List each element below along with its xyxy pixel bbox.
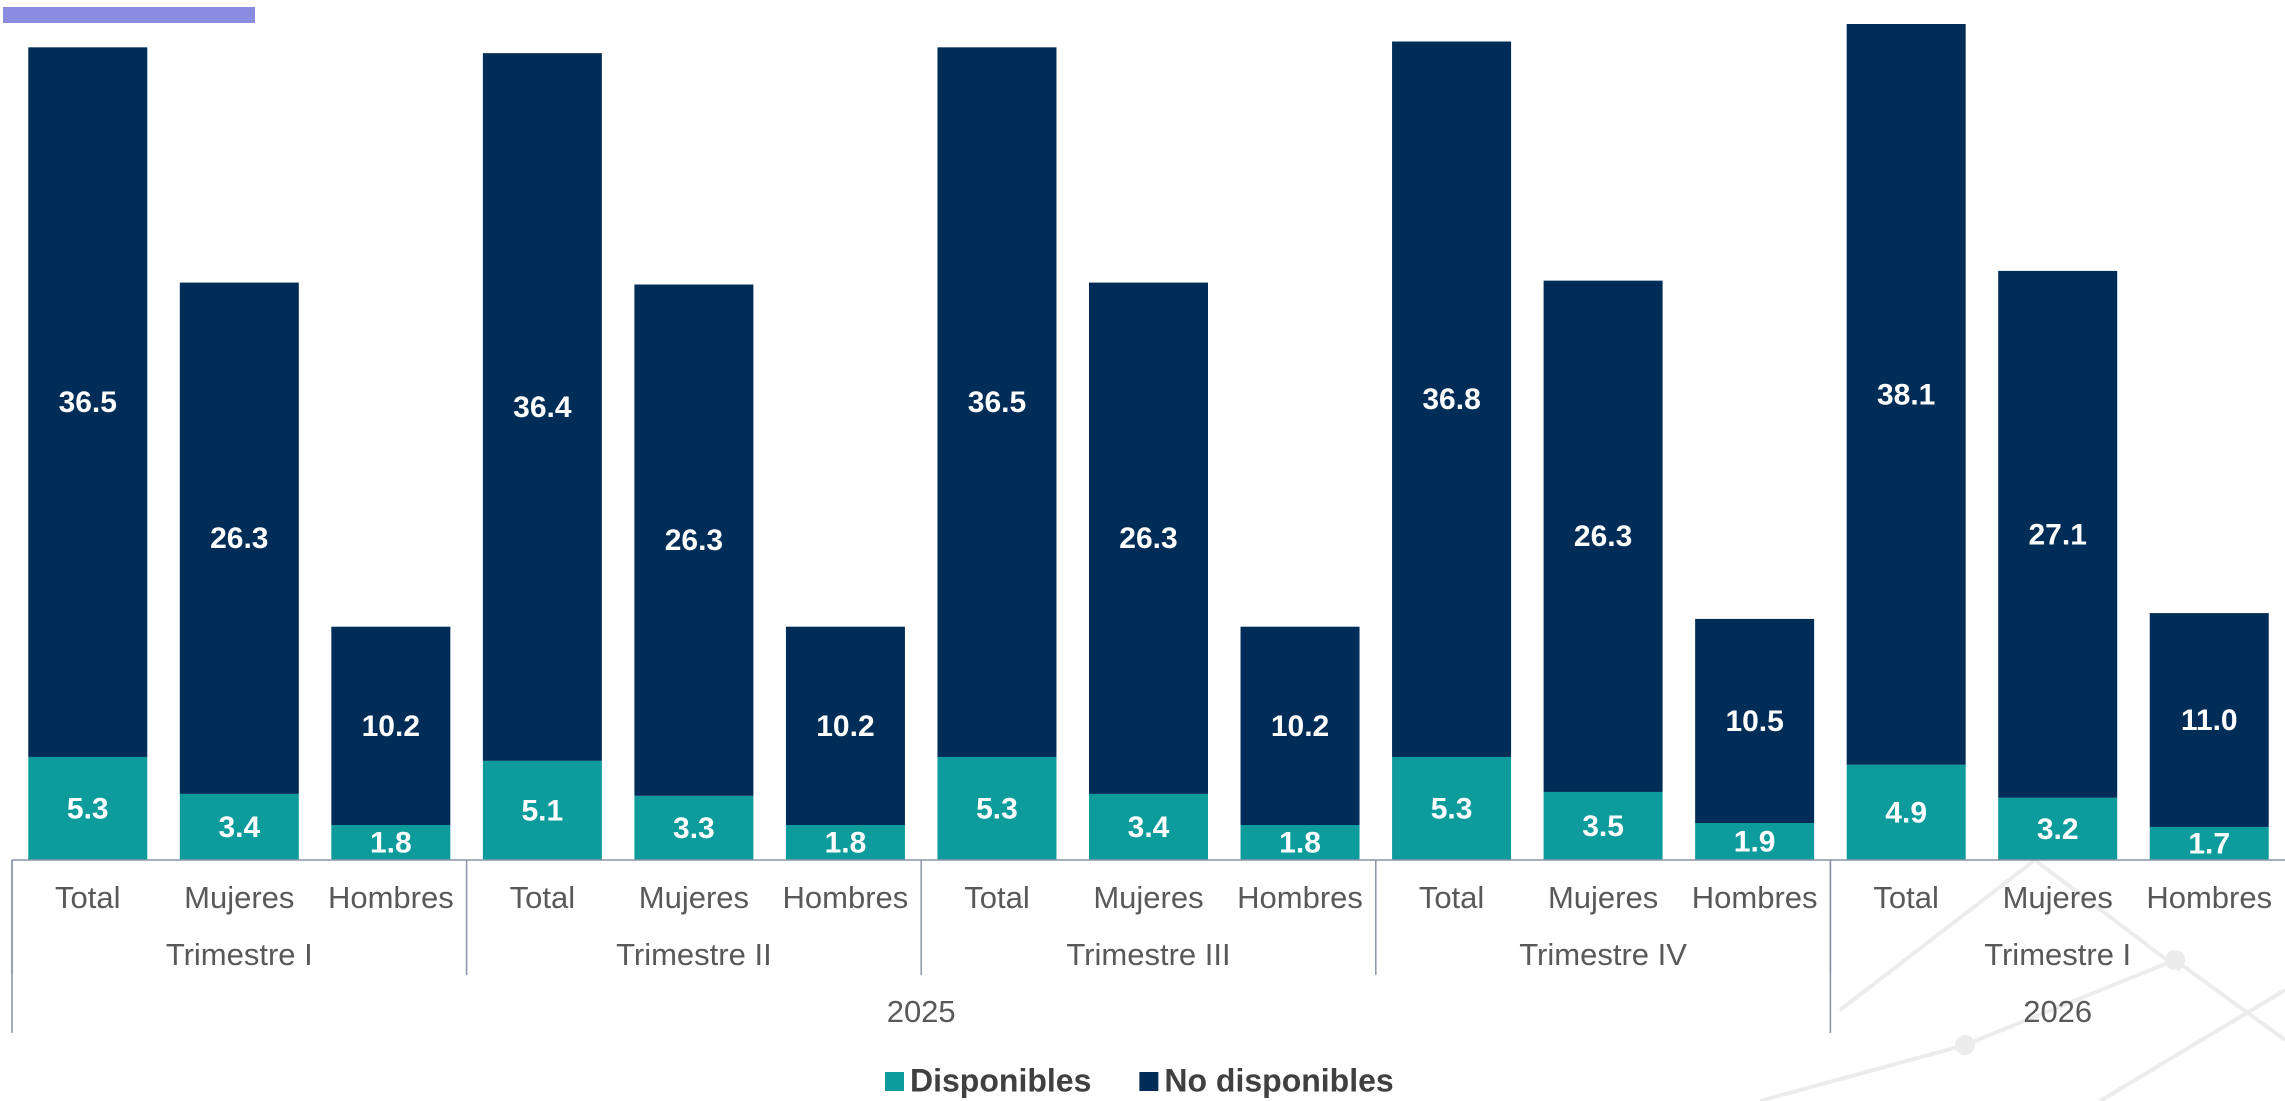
bar-segment xyxy=(1998,797,2118,860)
value-label: 1.8 xyxy=(1279,826,1321,859)
x-tick-label: Mujeres xyxy=(1093,880,1203,915)
value-label: 10.2 xyxy=(362,710,420,743)
bar-segment xyxy=(28,756,148,860)
bar-segment xyxy=(1695,618,1815,824)
x-tick-label: Mujeres xyxy=(1548,880,1658,915)
value-label: 1.9 xyxy=(1734,825,1776,858)
legend-swatch xyxy=(885,1072,904,1091)
bar-segment xyxy=(2149,826,2269,860)
background-decoration xyxy=(1759,857,2285,1101)
bar-segment xyxy=(1846,764,1966,860)
value-label: 36.5 xyxy=(59,386,117,419)
legend-label: Disponibles xyxy=(910,1062,1091,1098)
x-tick-label: Hombres xyxy=(328,880,454,915)
x-tick-label: Mujeres xyxy=(2003,880,2113,915)
quarter-label: Trimestre III xyxy=(1066,937,1230,972)
x-tick-label: Total xyxy=(55,880,120,915)
quarter-label: Trimestre I xyxy=(166,937,313,972)
value-label: 26.3 xyxy=(210,522,268,555)
value-label: 3.2 xyxy=(2037,813,2079,846)
bar-segment xyxy=(28,47,148,757)
bar-segment xyxy=(179,282,299,794)
value-label: 3.4 xyxy=(1128,811,1170,844)
value-label: 38.1 xyxy=(1877,378,1935,411)
bar-segment xyxy=(1392,41,1512,757)
bar-segment xyxy=(1695,823,1815,860)
value-label: 10.2 xyxy=(1271,710,1329,743)
value-label: 1.8 xyxy=(825,826,867,859)
value-label: 3.4 xyxy=(218,811,260,844)
value-label: 27.1 xyxy=(2029,518,2087,551)
bar-segment xyxy=(1089,282,1208,794)
header-accent xyxy=(3,7,255,23)
legend-label: No disponibles xyxy=(1164,1062,1393,1098)
bar-segment xyxy=(1089,793,1208,860)
quarter-label: Trimestre II xyxy=(616,937,772,972)
value-label: 11.0 xyxy=(2181,704,2238,737)
bar-segment xyxy=(785,626,905,826)
value-label: 36.4 xyxy=(513,391,572,424)
value-label: 5.3 xyxy=(976,792,1018,825)
value-label: 5.1 xyxy=(522,794,564,827)
value-label: 26.3 xyxy=(665,524,723,557)
x-tick-label: Hombres xyxy=(2146,880,2272,915)
x-tick-label: Hombres xyxy=(783,880,909,915)
x-tick-label: Hombres xyxy=(1692,880,1818,915)
value-label: 26.3 xyxy=(1574,520,1632,553)
bar-segment xyxy=(1543,791,1663,860)
value-label: 26.3 xyxy=(1119,522,1177,555)
value-label: 10.5 xyxy=(1725,705,1783,738)
x-tick-label: Mujeres xyxy=(184,880,294,915)
legend-swatch xyxy=(1139,1072,1159,1091)
year-label: 2025 xyxy=(887,994,956,1029)
bar-segment xyxy=(1846,24,1966,765)
bar-segment xyxy=(331,825,451,860)
x-tick-label: Total xyxy=(964,880,1029,915)
bar-segment xyxy=(1240,825,1360,860)
bar-segment xyxy=(937,756,1057,860)
value-label: 36.8 xyxy=(1422,383,1480,416)
x-tick-label: Total xyxy=(510,880,575,915)
value-label: 1.8 xyxy=(370,826,412,859)
bar-segment xyxy=(179,793,299,860)
value-label: 1.7 xyxy=(2188,827,2230,860)
x-tick-label: Total xyxy=(1873,880,1938,915)
value-label: 3.5 xyxy=(1582,810,1624,843)
bar-segment xyxy=(634,795,754,860)
bar-segment xyxy=(1240,626,1360,826)
value-label: 3.3 xyxy=(673,812,715,845)
bar-segment xyxy=(331,626,451,826)
value-label: 10.2 xyxy=(816,710,874,743)
bar-segment xyxy=(785,825,905,860)
bar-segment xyxy=(2149,613,2269,827)
bar-segment xyxy=(1998,270,2118,798)
quarter-label: Trimestre I xyxy=(1984,937,2131,972)
bar-segment xyxy=(634,284,754,796)
bar-segment xyxy=(937,47,1057,757)
x-tick-label: Total xyxy=(1419,880,1484,915)
value-label: 36.5 xyxy=(968,386,1026,419)
bar-segment xyxy=(482,53,602,761)
year-label: 2026 xyxy=(2023,994,2092,1029)
value-label: 5.3 xyxy=(67,792,109,825)
value-label: 4.9 xyxy=(1885,796,1927,829)
value-label: 5.3 xyxy=(1431,792,1473,825)
bar-segment xyxy=(1543,280,1663,792)
x-tick-label: Mujeres xyxy=(639,880,749,915)
quarter-label: Trimestre IV xyxy=(1519,937,1687,972)
bar-segment xyxy=(482,760,602,860)
bar-segment xyxy=(1392,756,1512,860)
x-tick-label: Hombres xyxy=(1237,880,1363,915)
